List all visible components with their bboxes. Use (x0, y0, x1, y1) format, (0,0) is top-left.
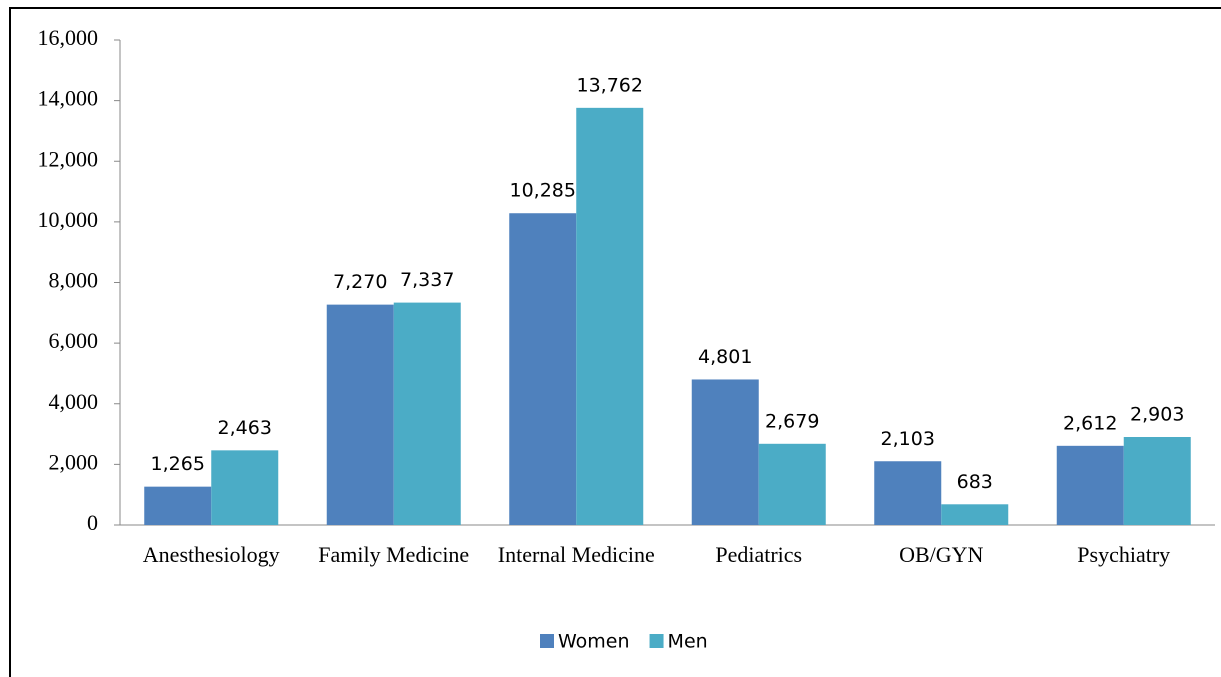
legend-label: Men (668, 631, 708, 653)
data-label: 2,612 (1063, 412, 1117, 434)
legend-label: Women (558, 631, 630, 653)
bar (509, 213, 577, 525)
x-tick-label: Pediatrics (715, 542, 803, 567)
data-label: 7,337 (400, 269, 454, 291)
data-label: 2,903 (1130, 404, 1184, 426)
y-tick-label: 2,000 (49, 449, 99, 474)
x-tick-label: OB/GYN (899, 542, 984, 567)
data-label: 4,801 (698, 346, 752, 368)
legend-swatch (540, 634, 554, 648)
y-tick-label: 6,000 (49, 328, 99, 353)
bar (211, 450, 279, 525)
data-label: 7,270 (333, 271, 387, 293)
y-tick-label: 0 (87, 510, 98, 535)
bar (144, 486, 212, 525)
data-label: 2,103 (881, 428, 935, 450)
y-tick-label: 8,000 (49, 268, 99, 293)
bar (1056, 445, 1124, 525)
bar (1123, 437, 1191, 525)
data-label: 1,265 (151, 453, 205, 475)
bar (941, 504, 1009, 525)
x-tick-label: Family Medicine (318, 542, 470, 567)
x-tick-label: Psychiatry (1077, 542, 1171, 567)
y-tick-label: 16,000 (38, 25, 99, 50)
data-label: 10,285 (510, 180, 576, 202)
y-tick-label: 14,000 (38, 86, 99, 111)
bar (576, 107, 644, 525)
legend-swatch (649, 634, 664, 648)
bar (691, 379, 759, 525)
data-label: 2,679 (765, 410, 819, 432)
y-tick-label: 4,000 (49, 389, 99, 414)
bar (758, 443, 826, 525)
x-tick-label: Internal Medicine (497, 542, 655, 567)
y-tick-label: 12,000 (38, 146, 99, 171)
x-tick-label: Anesthesiology (142, 542, 280, 567)
bar (393, 302, 461, 525)
bar (326, 304, 394, 525)
bar (874, 461, 942, 525)
frame (9, 7, 1221, 677)
data-label: 13,762 (577, 74, 643, 96)
data-label: 683 (957, 471, 993, 493)
data-label: 2,463 (218, 417, 272, 439)
y-tick-label: 10,000 (38, 207, 99, 232)
